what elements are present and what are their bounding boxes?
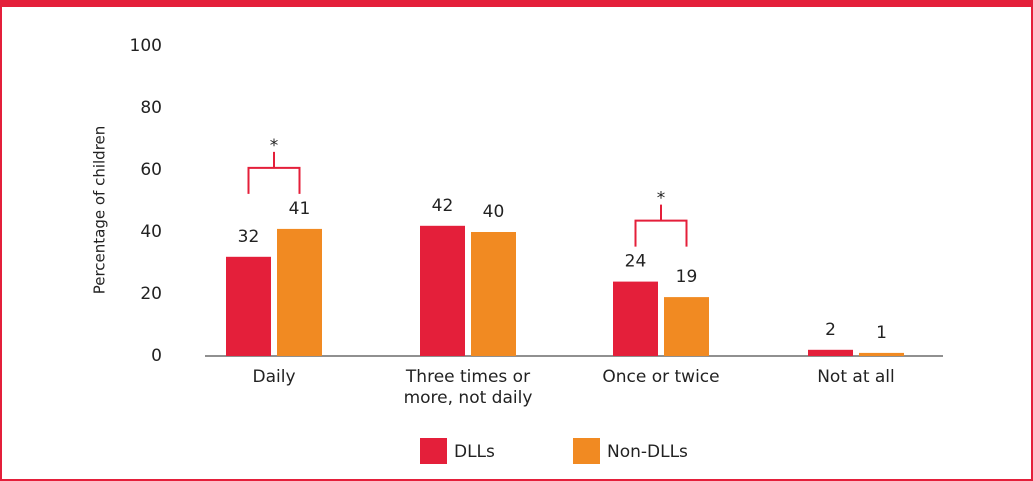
value-label: 1 — [876, 323, 887, 343]
legend-swatch — [573, 438, 600, 464]
value-label: 41 — [289, 199, 311, 219]
legend-swatch — [420, 438, 447, 464]
value-label: 2 — [825, 320, 836, 340]
y-tick-label: 80 — [140, 98, 162, 118]
legend-label: DLLs — [454, 442, 495, 462]
bar — [808, 349, 853, 356]
bar — [664, 297, 709, 356]
value-label: 42 — [432, 196, 454, 216]
bar — [613, 281, 658, 356]
y-tick-label: 40 — [140, 222, 162, 242]
bar — [420, 225, 465, 356]
x-tick-label: Daily — [252, 367, 296, 387]
significance-bracket — [247, 151, 301, 194]
x-tick-label: Once or twice — [602, 367, 720, 387]
bar — [859, 352, 904, 356]
value-label: 19 — [676, 267, 698, 287]
significance-bracket — [634, 204, 688, 247]
value-label: 24 — [625, 252, 647, 272]
x-tick-label: Three times or more, not daily — [403, 367, 533, 408]
y-tick-label: 60 — [140, 160, 162, 180]
annotation: * — [270, 136, 279, 156]
top-band — [0, 0, 1033, 7]
y-tick-label: 20 — [140, 284, 162, 304]
bar — [471, 232, 516, 356]
annotation: * — [657, 189, 666, 209]
bar — [226, 256, 271, 356]
x-tick-label: Not at all — [817, 367, 895, 387]
legend-label: Non-DLLs — [607, 442, 688, 462]
bar — [277, 228, 322, 356]
y-tick-label: 100 — [130, 36, 162, 56]
y-tick-label: 0 — [151, 346, 162, 366]
value-label: 40 — [483, 202, 505, 222]
value-label: 32 — [238, 227, 260, 247]
y-axis-label: Percentage of children — [91, 126, 109, 295]
